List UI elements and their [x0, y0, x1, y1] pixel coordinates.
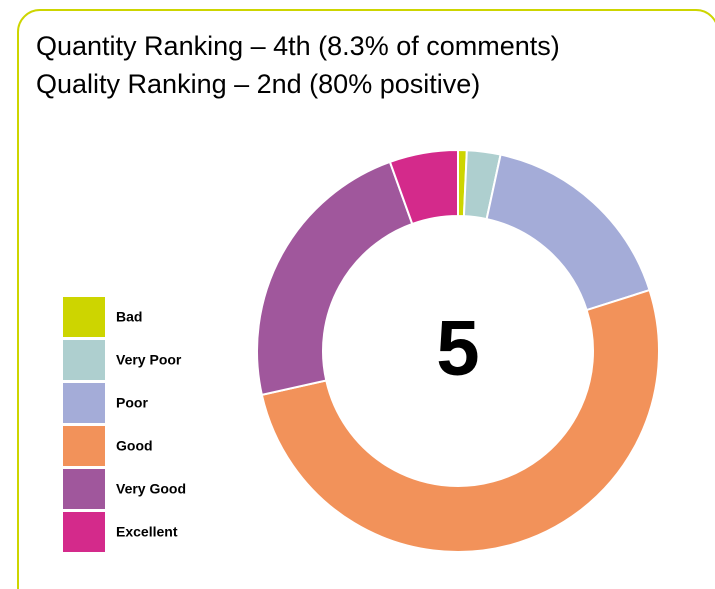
- legend-label: Very Good: [116, 481, 186, 497]
- legend-swatch: [63, 340, 105, 380]
- donut-segment: [388, 148, 459, 226]
- legend-swatch: [63, 426, 105, 466]
- legend-label: Excellent: [116, 524, 178, 540]
- center-label: 5: [436, 304, 479, 392]
- legend-label: Very Poor: [116, 352, 182, 368]
- legend-label: Good: [116, 438, 153, 454]
- donut: [256, 148, 660, 554]
- chart-subtitle: Quality Ranking – 2nd (80% positive): [36, 69, 480, 99]
- legend-swatch: [63, 297, 105, 337]
- legend-label: Bad: [116, 309, 142, 325]
- legend-label: Poor: [116, 395, 148, 411]
- legend-swatch: [63, 469, 105, 509]
- legend: Bad Very Poor Poor Good Very Good Excellent: [63, 297, 186, 552]
- donut-segment: [260, 288, 660, 554]
- chart-title: Quantity Ranking – 4th (8.3% of comments…: [36, 31, 560, 61]
- legend-swatch: [63, 383, 105, 423]
- legend-swatch: [63, 512, 105, 552]
- frame: [17, 9, 715, 589]
